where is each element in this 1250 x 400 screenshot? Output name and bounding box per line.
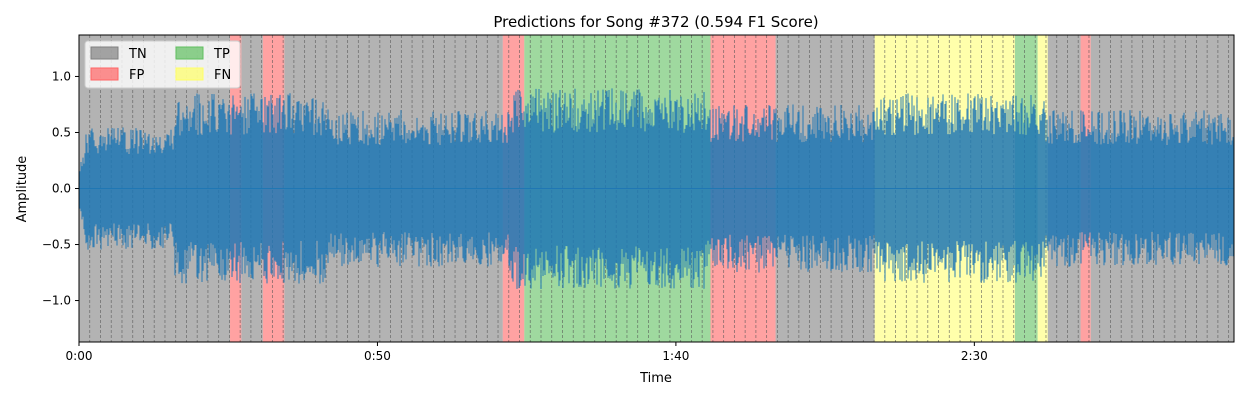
y-axis: 1.0 0.5 0.0 −0.5 −1.0 (42, 69, 79, 308)
waveform (79, 88, 1234, 289)
y-tick-label: 0.0 (52, 182, 71, 196)
x-tick-label: 0:00 (66, 349, 93, 363)
x-tick-label: 0:50 (364, 349, 391, 363)
legend-swatch-fn (175, 67, 204, 81)
y-axis-label: Amplitude (15, 156, 30, 223)
waveform-layer (79, 88, 1234, 289)
x-axis-label: Time (639, 371, 672, 386)
y-tick-label: 1.0 (52, 69, 71, 83)
legend-label-tn: TN (128, 47, 147, 62)
legend-label-fp: FP (129, 68, 144, 83)
legend-swatch-tp (175, 46, 204, 60)
x-axis: 0:00 0:50 1:40 2:30 (66, 342, 988, 363)
y-tick-label: −1.0 (42, 294, 71, 308)
legend: TN FP TP FN (84, 40, 241, 89)
legend-label-tp: TP (213, 47, 230, 62)
chart-title: Predictions for Song #372 (0.594 F1 Scor… (493, 13, 818, 31)
legend-label-fn: FN (214, 68, 231, 83)
x-tick-label: 2:30 (961, 349, 988, 363)
legend-swatch-tn (90, 46, 119, 60)
plot-area (79, 35, 1234, 342)
legend-swatch-fp (90, 67, 119, 81)
x-tick-label: 1:40 (662, 349, 689, 363)
y-tick-label: −0.5 (42, 238, 71, 252)
y-tick-label: 0.5 (52, 125, 71, 139)
